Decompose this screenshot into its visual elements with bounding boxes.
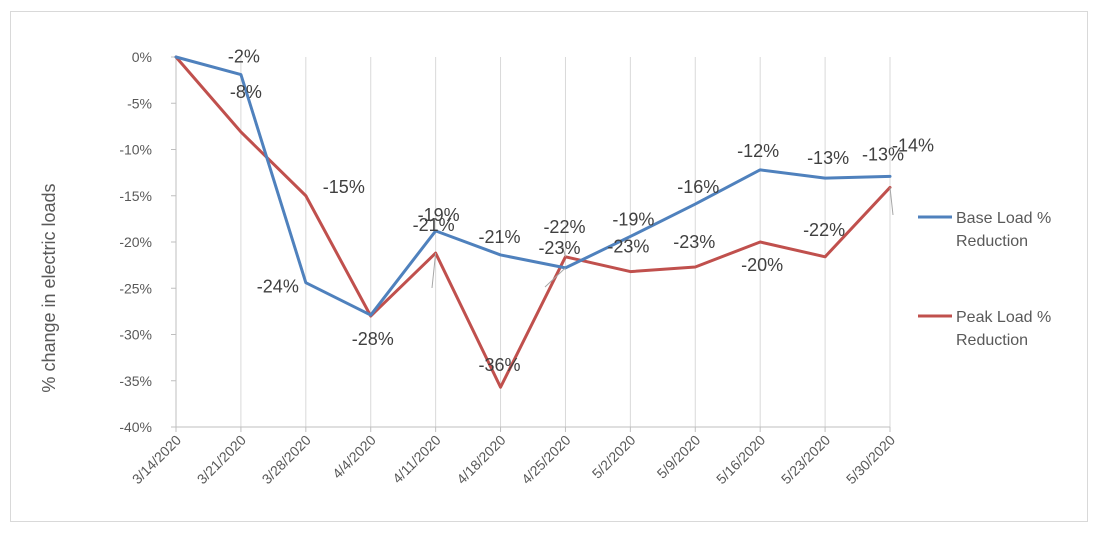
data-label-base-load: -19% <box>418 205 460 225</box>
x-tick-label: 4/4/2020 <box>329 432 379 482</box>
x-tick-label: 5/2/2020 <box>589 432 639 482</box>
data-label-peak-load: -21% <box>413 215 455 235</box>
data-label-peak-load: -36% <box>479 355 521 375</box>
axes <box>171 56 891 432</box>
data-label-leader-line <box>431 253 437 289</box>
data-label-base-load: -2% <box>228 47 260 67</box>
gridlines <box>175 57 891 427</box>
y-tick-label: -5% <box>127 95 152 111</box>
y-tick-label: -10% <box>119 142 152 158</box>
data-label-base-load: -13% <box>807 148 849 168</box>
data-label-peak-load: -15% <box>323 177 365 197</box>
y-tick-label: 0% <box>132 49 152 65</box>
x-tick-labels: 3/14/2020 3/21/2020 3/28/2020 4/4/2020 4/11/… <box>129 432 899 488</box>
data-label-base-load: -24% <box>257 277 299 297</box>
x-tick-label: 4/25/2020 <box>518 432 574 488</box>
x-tick-label: 3/28/2020 <box>259 432 315 488</box>
legend-label-base-load: Reduction <box>956 233 1028 250</box>
data-label-leader-line <box>561 243 566 257</box>
series-lines <box>174 55 892 389</box>
y-tick-label: -40% <box>119 419 152 435</box>
y-tick-label: -30% <box>119 327 152 343</box>
data-label-peak-load: -23% <box>607 237 649 257</box>
data-label-peak-load: -28% <box>352 329 394 349</box>
y-tick-labels: 0% -5% -10% -15% -20% -25% -30% -35% -40% <box>119 49 152 435</box>
x-tick-label: 5/23/2020 <box>778 432 834 488</box>
data-label-leader-line <box>544 267 566 288</box>
y-axis-title: % change in electric loads <box>39 183 59 392</box>
data-label-peak-load: -14% <box>892 135 934 155</box>
data-label-base-load: -21% <box>479 227 521 247</box>
legend-label-peak-load: Reduction <box>956 332 1028 349</box>
legend-label-peak-load: Peak Load % <box>956 309 1051 326</box>
data-label-peak-load: -22% <box>543 217 585 237</box>
x-tick-label: 5/30/2020 <box>843 432 899 488</box>
series-line-base-load <box>174 55 892 317</box>
data-label-peak-load: -22% <box>803 220 845 240</box>
x-tick-label: 3/21/2020 <box>194 432 250 488</box>
data-label-peak-load: -20% <box>741 255 783 275</box>
x-tick-label: 5/9/2020 <box>654 432 704 482</box>
data-label-base-load: -23% <box>538 238 580 258</box>
y-tick-label: -25% <box>119 280 152 296</box>
data-label-base-load: -13% <box>862 144 904 164</box>
x-tick-label: 5/16/2020 <box>713 432 769 488</box>
series-line-peak-load <box>174 55 892 389</box>
data-label-base-load: -16% <box>677 177 719 197</box>
y-tick-label: -20% <box>119 234 152 250</box>
data-label-base-load: -19% <box>612 209 654 229</box>
data-label-peak-load: -23% <box>673 232 715 252</box>
legend-label-base-load: Base Load % <box>956 210 1051 227</box>
y-tick-label: -15% <box>119 188 152 204</box>
data-label-leader-line <box>889 187 894 216</box>
data-labels: -2%-24%-19%-21%-23%-19%-16%-12% -13% -13%-… <box>228 47 934 376</box>
legend: Base Load % Reduction Peak Load % Reduction <box>918 210 1051 349</box>
y-tick-label: -35% <box>119 373 152 389</box>
x-tick-label: 4/11/2020 <box>389 432 444 487</box>
chart-frame <box>10 11 1088 522</box>
data-label-peak-load: -8% <box>230 82 262 102</box>
x-tick-label: 3/14/2020 <box>129 432 185 488</box>
data-label-base-load: -12% <box>737 141 779 161</box>
leader-lines <box>431 187 894 289</box>
x-tick-label: 4/18/2020 <box>453 432 509 488</box>
